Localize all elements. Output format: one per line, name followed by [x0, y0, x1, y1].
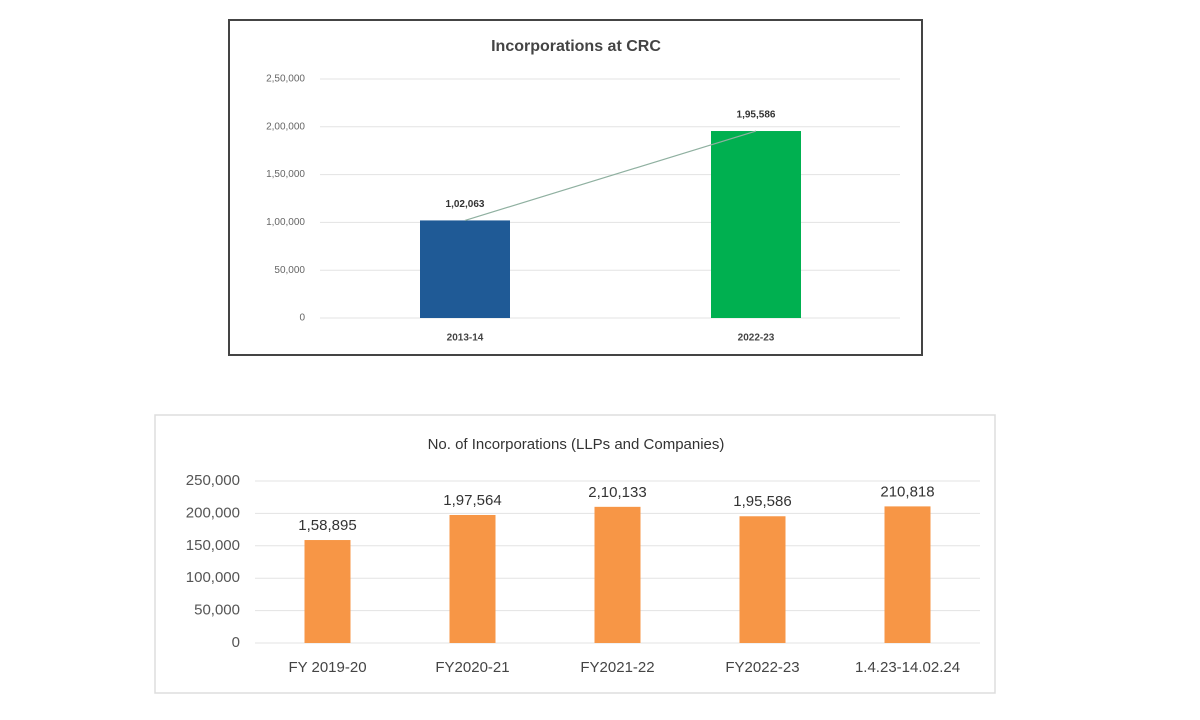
trend-line: [464, 130, 757, 222]
y-tick-label: 1,50,000: [266, 169, 305, 180]
x-tick-label: FY2020-21: [435, 659, 509, 676]
y-tick-label: 0: [232, 634, 240, 651]
value-label: 1,58,895: [298, 517, 356, 534]
x-tick-label: FY2022-23: [725, 659, 799, 676]
y-tick-label: 0: [299, 313, 305, 324]
x-tick-label: 2022-23: [738, 333, 775, 344]
y-tick-label: 2,50,000: [266, 74, 305, 85]
value-label: 1,02,063: [446, 199, 485, 210]
bar: [420, 220, 510, 318]
y-tick-label: 50,000: [194, 602, 240, 619]
y-tick-label: 100,000: [186, 569, 240, 586]
chart-title: No. of Incorporations (LLPs and Companie…: [428, 436, 725, 453]
bar: [739, 516, 786, 643]
x-tick-label: 1.4.23-14.02.24: [855, 659, 960, 676]
bar: [711, 131, 801, 318]
y-tick-label: 1,00,000: [266, 217, 305, 228]
x-tick-label: FY 2019-20: [288, 659, 366, 676]
value-label: 210,818: [880, 483, 934, 500]
y-tick-label: 50,000: [274, 265, 305, 276]
x-tick-label: 2013-14: [447, 333, 484, 344]
chart-frame: [228, 19, 923, 356]
chart-frame: [154, 414, 996, 694]
y-tick-label: 200,000: [186, 504, 240, 521]
value-label: 1,95,586: [737, 110, 776, 121]
value-label: 2,10,133: [588, 484, 646, 501]
chart-title: Incorporations at CRC: [491, 38, 661, 55]
bar: [884, 506, 931, 643]
y-tick-label: 250,000: [186, 472, 240, 489]
bar: [449, 514, 496, 643]
y-tick-label: 2,00,000: [266, 121, 305, 132]
y-tick-label: 150,000: [186, 537, 240, 554]
x-tick-label: FY2021-22: [580, 659, 654, 676]
bar: [304, 540, 351, 643]
value-label: 1,97,564: [443, 492, 501, 509]
value-label: 1,95,586: [733, 493, 791, 510]
bar: [594, 506, 641, 643]
